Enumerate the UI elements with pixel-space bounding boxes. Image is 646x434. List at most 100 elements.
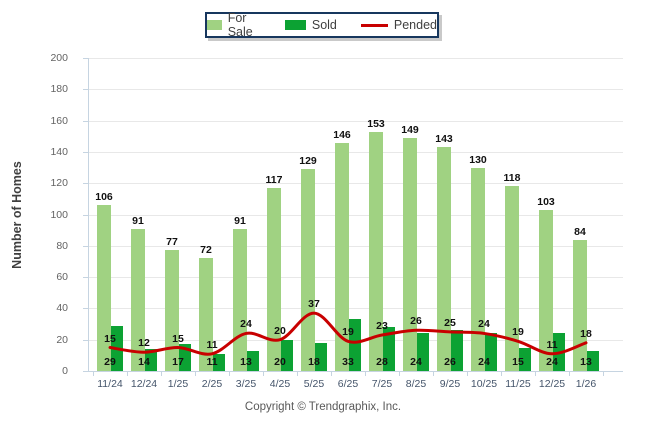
legend-label-pended: Pended bbox=[393, 18, 437, 32]
y-axis-tick bbox=[83, 371, 88, 372]
x-axis-label: 9/25 bbox=[439, 378, 461, 390]
y-axis-tick bbox=[83, 120, 88, 122]
y-axis-label: 120 bbox=[50, 177, 68, 190]
x-axis-tick bbox=[229, 372, 230, 376]
x-axis-label: 2/25 bbox=[201, 378, 223, 390]
for-sale-value-label: 84 bbox=[574, 225, 586, 238]
x-axis-tick bbox=[331, 372, 332, 376]
pended-value-label: 15 bbox=[104, 332, 116, 345]
gridline bbox=[88, 183, 623, 185]
bar-for-sale bbox=[437, 147, 451, 371]
gridline bbox=[88, 151, 623, 153]
bar-sold bbox=[247, 350, 259, 371]
pended-value-label: 37 bbox=[308, 298, 320, 311]
bar-for-sale bbox=[471, 167, 485, 371]
legend-item-pended: Pended bbox=[360, 18, 437, 32]
x-axis-label: 11/24 bbox=[97, 378, 123, 390]
gridline bbox=[88, 214, 623, 216]
y-axis-label: 80 bbox=[56, 239, 68, 252]
y-axis-tick bbox=[83, 339, 88, 341]
x-axis-label: 1/25 bbox=[167, 378, 189, 390]
x-axis-tick bbox=[263, 372, 264, 376]
sold-value-label: 20 bbox=[274, 356, 286, 368]
y-axis-label: 140 bbox=[50, 145, 68, 158]
sold-value-label: 28 bbox=[376, 356, 388, 368]
y-axis-tick bbox=[83, 308, 88, 310]
legend-label-sold: Sold bbox=[311, 18, 337, 32]
legend-label-for-sale: For Sale bbox=[227, 11, 253, 39]
pended-value-label: 26 bbox=[410, 315, 422, 328]
x-axis-tick bbox=[127, 372, 128, 376]
x-axis-label: 10/25 bbox=[470, 378, 498, 390]
for-sale-value-label: 117 bbox=[265, 173, 283, 186]
pended-value-label: 12 bbox=[138, 337, 150, 350]
x-axis-tick bbox=[501, 372, 502, 376]
bar-for-sale bbox=[233, 228, 247, 371]
for-sale-value-label: 129 bbox=[299, 155, 317, 168]
y-axis-tick bbox=[83, 183, 88, 185]
x-axis-tick bbox=[399, 372, 400, 376]
x-axis-label: 12/24 bbox=[130, 378, 158, 390]
for-sale-value-label: 72 bbox=[200, 244, 212, 257]
x-axis-tick bbox=[195, 372, 196, 376]
for-sale-value-label: 77 bbox=[166, 236, 178, 249]
sold-value-label: 24 bbox=[478, 356, 490, 368]
sold-value-label: 24 bbox=[410, 356, 422, 368]
bar-for-sale bbox=[505, 186, 519, 371]
y-axis-tick bbox=[83, 245, 88, 247]
bar-for-sale bbox=[301, 169, 315, 371]
copyright-text: Copyright © Trendgraphix, Inc. bbox=[244, 401, 402, 413]
x-axis-label: 3/25 bbox=[235, 378, 257, 390]
x-axis-tick bbox=[467, 372, 468, 376]
pended-value-label: 18 bbox=[580, 327, 592, 340]
y-axis-title: Number of Homes bbox=[10, 161, 24, 269]
pended-value-label: 23 bbox=[376, 320, 388, 332]
for-sale-value-label: 91 bbox=[234, 214, 246, 227]
legend-item-sold: Sold bbox=[284, 18, 337, 32]
sold-value-label: 17 bbox=[172, 356, 184, 368]
x-axis-label: 8/25 bbox=[405, 378, 427, 390]
pended-value-label: 15 bbox=[172, 332, 184, 345]
y-axis-tick bbox=[83, 58, 88, 59]
pended-value-label: 24 bbox=[240, 318, 252, 331]
pended-value-label: 19 bbox=[342, 326, 354, 339]
gridline bbox=[88, 120, 623, 122]
y-axis-label: 60 bbox=[56, 271, 68, 284]
legend: For Sale Sold Pended bbox=[205, 11, 439, 39]
x-axis-line bbox=[88, 371, 623, 372]
x-axis-tick bbox=[297, 372, 298, 376]
for-sale-value-label: 149 bbox=[401, 123, 419, 136]
y-axis-tick bbox=[83, 151, 88, 153]
sold-value-label: 33 bbox=[342, 356, 354, 368]
sold-value-label: 26 bbox=[444, 356, 456, 368]
pended-value-label: 11 bbox=[206, 338, 218, 351]
legend-item-for-sale: For Sale bbox=[207, 11, 261, 39]
sold-value-label: 29 bbox=[104, 356, 116, 368]
bar-sold bbox=[587, 350, 599, 371]
sold-swatch-icon bbox=[284, 20, 306, 30]
for-sale-value-label: 118 bbox=[503, 172, 521, 185]
x-axis-tick bbox=[365, 372, 366, 376]
for-sale-value-label: 106 bbox=[95, 191, 113, 204]
x-axis-tick bbox=[93, 372, 94, 376]
bar-for-sale bbox=[97, 205, 111, 371]
bar-for-sale bbox=[131, 228, 145, 371]
gridline bbox=[88, 58, 623, 59]
y-axis-tick bbox=[83, 214, 88, 216]
pended-line-swatch-icon bbox=[360, 23, 388, 27]
pended-value-label: 20 bbox=[274, 324, 286, 337]
bar-for-sale bbox=[199, 258, 213, 371]
gridline bbox=[88, 277, 623, 279]
y-axis-label: 160 bbox=[50, 114, 68, 127]
y-axis-label: 20 bbox=[56, 333, 68, 346]
x-axis-label: 7/25 bbox=[371, 378, 393, 390]
for-sale-value-label: 153 bbox=[367, 117, 385, 130]
x-axis-label: 6/25 bbox=[337, 378, 359, 390]
pended-value-label: 25 bbox=[444, 316, 456, 329]
y-axis-label: 180 bbox=[50, 83, 68, 96]
pended-value-label: 19 bbox=[512, 326, 524, 339]
y-axis-label: 0 bbox=[62, 365, 68, 377]
bar-for-sale bbox=[403, 137, 417, 371]
x-axis-tick bbox=[161, 372, 162, 376]
